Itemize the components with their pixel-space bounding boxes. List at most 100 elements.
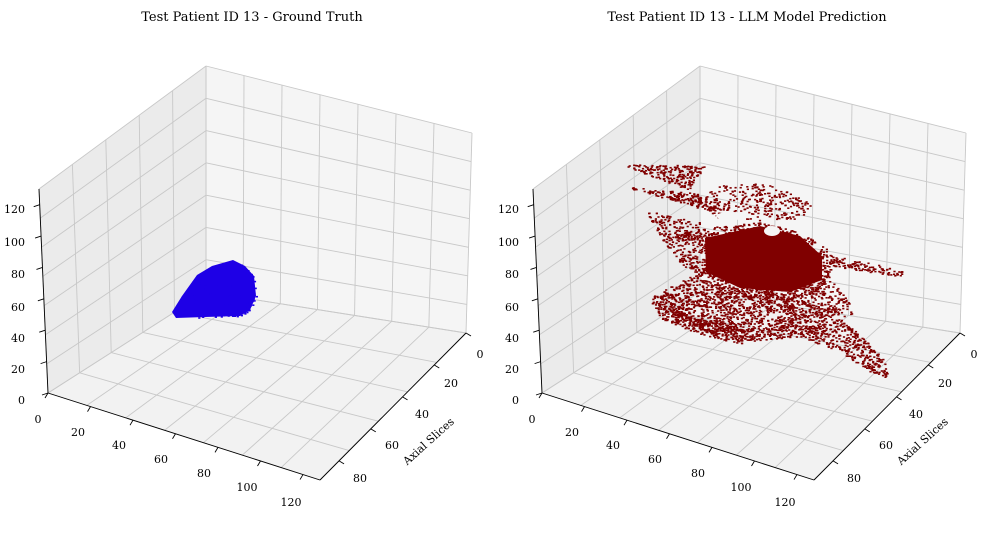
voxel-point (771, 199, 774, 202)
voxel-point (869, 350, 872, 353)
voxel-point (660, 219, 663, 221)
voxel-point (715, 233, 718, 235)
voxel-point (768, 195, 771, 197)
z-tick-mark (533, 329, 540, 333)
voxel-point (817, 337, 820, 339)
voxel-point (841, 349, 844, 351)
voxel-point (225, 285, 228, 287)
voxel-point (818, 323, 821, 325)
voxel-point (661, 215, 664, 217)
y-tick-mark (434, 364, 440, 369)
voxel-point (250, 300, 253, 302)
x-tick-mark (129, 419, 134, 426)
voxel-point (683, 174, 686, 176)
voxel-point (678, 308, 681, 310)
voxel-point (186, 303, 189, 306)
voxel-point (649, 171, 652, 173)
voxel-point (819, 328, 822, 330)
voxel-point (789, 217, 792, 220)
voxel-point (707, 301, 710, 304)
voxel-point (843, 262, 846, 265)
voxel-point (711, 321, 714, 324)
voxel-point (726, 325, 729, 328)
voxel-point (707, 284, 710, 287)
voxel-point (812, 325, 816, 328)
voxel-point (874, 364, 877, 366)
voxel-point (697, 315, 700, 318)
voxel-point (857, 348, 860, 350)
voxel-point (791, 303, 794, 306)
voxel-point (750, 298, 753, 300)
voxel-point (755, 195, 758, 197)
voxel-point (766, 290, 769, 292)
voxel-point (658, 223, 662, 226)
voxel-point (810, 238, 813, 241)
voxel-point (871, 351, 874, 353)
voxel-point (704, 232, 708, 235)
voxel-point (833, 259, 836, 261)
voxel-point (822, 290, 825, 293)
y-tick-mark (465, 332, 472, 337)
voxel-point (790, 297, 793, 299)
voxel-point (688, 312, 691, 314)
voxel-point (824, 265, 827, 267)
voxel-point (753, 184, 756, 186)
voxel-point (783, 212, 786, 215)
voxel-point (240, 273, 243, 276)
voxel-point (763, 290, 766, 293)
voxel-point (743, 330, 746, 332)
voxel-point (723, 203, 726, 205)
voxel-point (667, 178, 671, 180)
voxel-point (791, 321, 794, 323)
voxel-point (678, 169, 681, 172)
voxel-point (780, 308, 783, 310)
voxel-point (221, 305, 224, 307)
voxel-point (690, 279, 693, 282)
voxel-point (853, 261, 857, 263)
voxel-point (721, 287, 724, 289)
voxel-point (651, 164, 654, 167)
voxel-point (696, 262, 699, 264)
voxel-point (727, 320, 730, 322)
z-tick-mark (534, 361, 541, 365)
voxel-point (700, 252, 703, 254)
voxel-point (244, 297, 247, 300)
voxel-point (682, 165, 685, 168)
voxel-point (808, 283, 812, 286)
voxel-point (880, 268, 883, 270)
voxel-point (822, 278, 825, 281)
voxel-point (204, 280, 207, 282)
voxel-point (762, 331, 765, 334)
voxel-point (737, 339, 740, 341)
voxel-point (780, 319, 783, 321)
voxel-point (705, 196, 708, 199)
voxel-point (784, 294, 787, 296)
voxel-point (740, 317, 743, 320)
voxel-point (709, 299, 712, 301)
voxel-point (202, 298, 205, 300)
voxel-point (802, 314, 805, 317)
voxel-point (865, 354, 868, 357)
voxel-point (726, 317, 729, 319)
voxel-point (698, 236, 701, 239)
voxel-point (789, 325, 792, 328)
voxel-point (745, 295, 748, 298)
gridline (699, 130, 965, 191)
voxel-point (246, 292, 249, 294)
voxel-point (684, 266, 688, 268)
voxel-point (765, 307, 768, 309)
voxel-point (705, 320, 708, 322)
voxel-point (824, 267, 827, 269)
voxel-point (836, 344, 839, 347)
voxel-point (718, 208, 722, 211)
voxel-point (838, 334, 841, 337)
voxel-point (669, 224, 672, 226)
voxel-point (793, 330, 797, 333)
gridline (774, 326, 924, 468)
voxel-point (699, 279, 702, 282)
voxel-point (808, 334, 811, 337)
voxel-point (673, 226, 676, 228)
voxel-point (675, 293, 678, 296)
voxel-point (730, 316, 733, 318)
voxel-point (825, 251, 828, 253)
